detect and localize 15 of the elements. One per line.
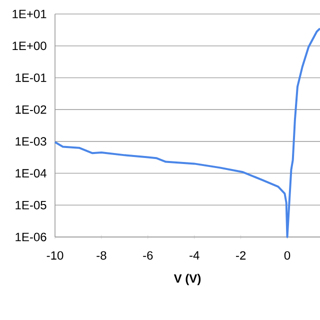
y-tick-label: 1E+00: [12, 42, 46, 50]
x-tick-label: -8: [96, 251, 106, 260]
y-tick-label: 1E-03: [16, 137, 46, 146]
x-tick-label: -2: [236, 251, 246, 260]
x-tick-label: -6: [143, 251, 153, 260]
y-tick-label: 1E-02: [16, 105, 46, 114]
x-axis-title: V (V): [174, 274, 201, 286]
y-tick-label: 1E-06: [16, 232, 46, 242]
y-tick-label: 1E-04: [16, 169, 46, 178]
y-tick-label: 1E+01: [12, 10, 46, 18]
x-tick-label: -10: [46, 251, 64, 260]
x-tick-label: 0: [284, 251, 290, 260]
y-tick-label: 1E-05: [16, 200, 46, 210]
y-tick-label: 1E-01: [16, 73, 46, 82]
x-tick-label: -4: [190, 251, 200, 260]
